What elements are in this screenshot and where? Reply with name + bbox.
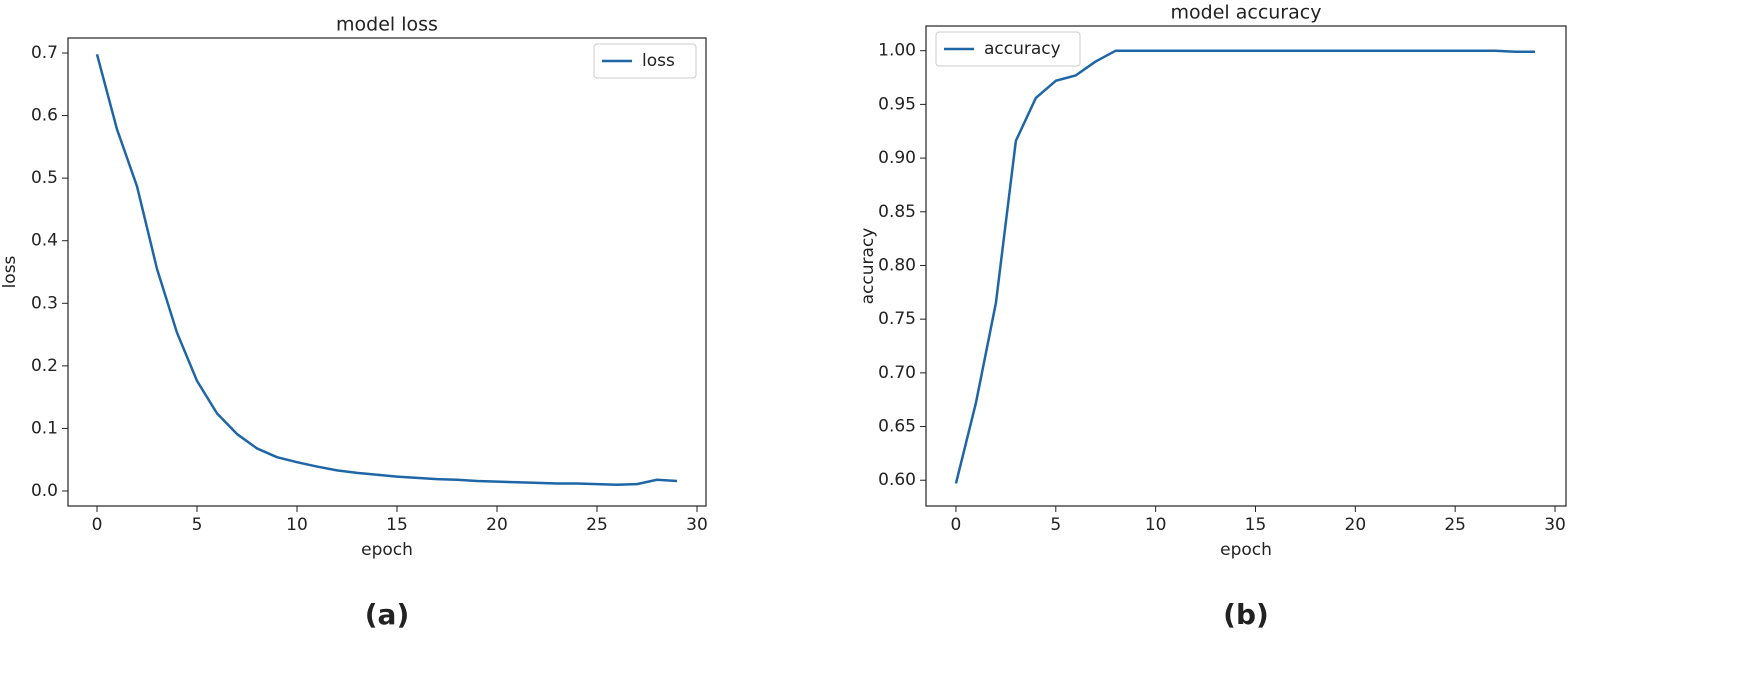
plot-frame xyxy=(67,37,707,507)
legend-box xyxy=(593,43,697,79)
x-tick-label: 15 xyxy=(386,515,408,535)
y-axis-label: accuracy xyxy=(858,228,878,305)
panel-label: (a) xyxy=(365,598,410,631)
y-tick-label: 0.2 xyxy=(31,356,58,376)
x-tick-label: 25 xyxy=(586,515,608,535)
y-tick-label: 0.75 xyxy=(878,309,916,329)
x-tick-label: 10 xyxy=(286,515,308,535)
x-tick-label: 20 xyxy=(486,515,508,535)
x-tick-label: 5 xyxy=(1050,515,1061,535)
legend-label: loss xyxy=(642,51,675,71)
x-tick-label: 10 xyxy=(1145,515,1167,535)
x-tick-label: 0 xyxy=(951,515,962,535)
x-tick-label: 25 xyxy=(1444,515,1466,535)
y-tick-label: 0.65 xyxy=(878,417,916,437)
x-tick-label: 20 xyxy=(1345,515,1367,535)
y-tick-label: 0.80 xyxy=(878,255,916,275)
y-tick-label: 0.6 xyxy=(31,106,58,126)
x-tick-label: 30 xyxy=(686,515,708,535)
legend-box xyxy=(935,31,1081,67)
y-tick-label: 0.1 xyxy=(31,418,58,438)
x-tick-label: 15 xyxy=(1245,515,1267,535)
y-tick-label: 0.3 xyxy=(31,293,58,313)
y-tick-label: 1.00 xyxy=(878,41,916,61)
y-tick-label: 0.0 xyxy=(31,481,58,501)
legend-label: accuracy xyxy=(984,39,1061,59)
x-tick-label: 5 xyxy=(192,515,203,535)
y-tick-label: 0.85 xyxy=(878,202,916,222)
x-tick-label: 30 xyxy=(1544,515,1566,535)
chart-title: model loss xyxy=(336,14,438,36)
y-tick-label: 0.70 xyxy=(878,363,916,383)
x-axis-label: epoch xyxy=(361,540,413,560)
y-tick-label: 0.5 xyxy=(31,168,58,188)
y-axis-label: loss xyxy=(0,255,20,288)
y-tick-label: 0.90 xyxy=(878,148,916,168)
chart-title: model accuracy xyxy=(1171,2,1322,24)
data-line xyxy=(95,53,678,486)
x-axis-label: epoch xyxy=(1220,540,1272,560)
y-tick-label: 0.7 xyxy=(31,43,58,63)
data-line xyxy=(954,49,1536,484)
y-tick-label: 0.95 xyxy=(878,94,916,114)
panel-label: (b) xyxy=(1223,598,1269,631)
plot-frame xyxy=(925,25,1567,507)
x-tick-label: 0 xyxy=(92,515,103,535)
y-tick-label: 0.60 xyxy=(878,470,916,490)
y-tick-label: 0.4 xyxy=(31,231,58,251)
